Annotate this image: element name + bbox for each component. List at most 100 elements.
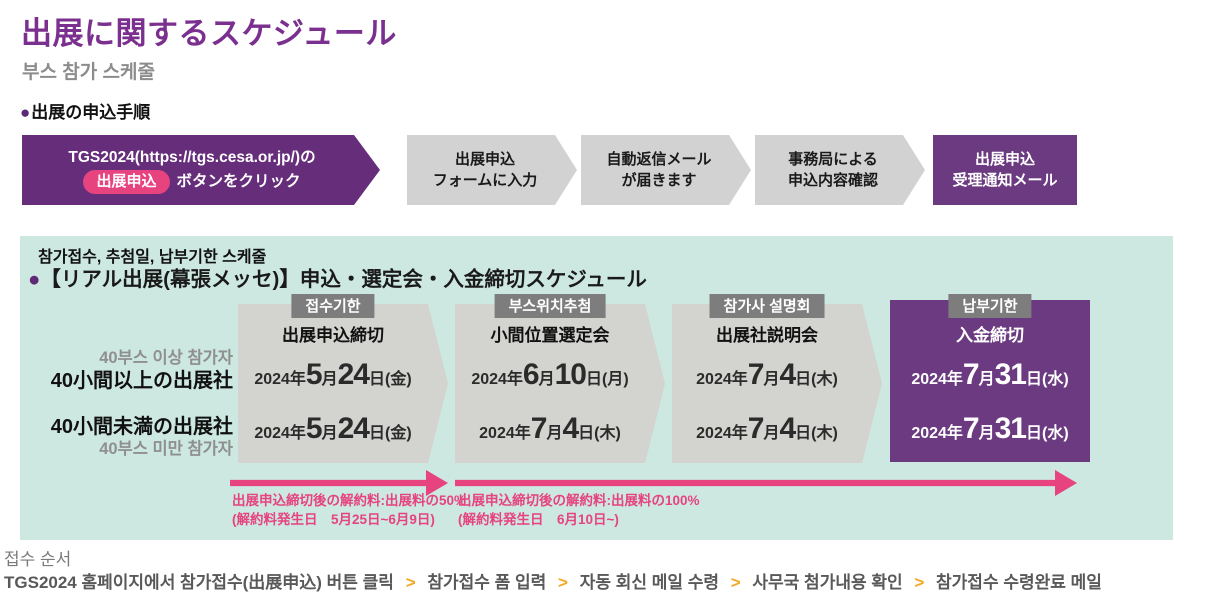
badge-booth-lottery: 부스위치추첨 (494, 294, 606, 318)
flow-step-5: 出展申込 受理通知メール (933, 135, 1077, 205)
date-month: 5 (305, 412, 323, 445)
date-month-unit: 月 (321, 425, 338, 442)
date-month: 7 (962, 358, 980, 391)
date-day: 4 (779, 412, 796, 445)
column-title-exhibitor-briefing: 出展社説明会 (716, 326, 818, 345)
schedule-heading-japanese-text: 【リアル出展(幕張メッセ)】申込・選定会・入金締切スケジュール (40, 268, 647, 291)
bullet-icon: ● (28, 268, 41, 291)
cancellation-note-100-line1: 出展申込締切後の解約料:出展料の100% (458, 493, 700, 508)
date-year: 2024年 (696, 425, 748, 442)
flow-step-1: TGS2024(https://tgs.cesa.or.jp/)の 出展申込 ボ… (22, 135, 380, 205)
bullet-icon: ● (20, 103, 31, 122)
date-month-unit: 月 (978, 371, 995, 388)
flow-step-1-line1: TGS2024(https://tgs.cesa.or.jp/)の (68, 148, 316, 166)
flow-step-5-line1: 出展申込 (974, 151, 1035, 168)
application-procedure-heading: ●出展の申込手順 (20, 98, 150, 123)
flow-step-1-line2-text: ボタンをクリック (176, 173, 301, 190)
date-year: 2024年 (911, 371, 963, 388)
date-day: 31 (994, 358, 1027, 391)
application-procedure-heading-text: 出展の申込手順 (31, 103, 151, 122)
date-month: 6 (522, 358, 540, 391)
flow-step-3-line2: が届きます (621, 172, 697, 189)
date-row1-exhibitor-briefing: 2024年 7 月 4 日(木) (672, 358, 862, 392)
row2-label-korean: 40부스 미만 참가자 (99, 440, 233, 458)
date-day-unit: 日(水) (1026, 371, 1069, 388)
footer-step-5: 참가접수 수령완료 메일 (936, 573, 1102, 592)
date-month-unit: 月 (546, 425, 563, 442)
row1-label-korean: 40부스 이상 참가자 (99, 349, 233, 367)
date-day-unit: 日(水) (1026, 425, 1069, 442)
date-month-unit: 月 (763, 371, 780, 388)
date-year: 2024年 (696, 371, 748, 388)
date-row1-booth-selection: 2024年 6 月 10 日(月) (455, 358, 645, 392)
date-day-unit: 日(金) (369, 425, 412, 442)
date-row2-booth-selection: 2024年 7 月 4 日(木) (455, 412, 645, 446)
date-year: 2024年 (911, 425, 963, 442)
date-day-unit: 日(木) (795, 425, 838, 442)
date-month-unit: 月 (538, 371, 555, 388)
chevron-separator-icon: > (405, 573, 416, 592)
flow-step-2-line1: 出展申込 (454, 151, 515, 168)
footer-step-2: 참가접수 폼 입력 (427, 573, 547, 592)
cancellation-note-100: 出展申込締切後の解約料:出展料の100% (解約料発生日 6月10日~) (458, 491, 700, 529)
date-year: 2024年 (479, 425, 531, 442)
footer-step-4: 사무국 첨가내용 확인 (752, 573, 903, 592)
column-shape-application-deadline (238, 304, 448, 463)
column-title-application-deadline: 出展申込締切 (282, 326, 384, 345)
footer-step-3: 자동 회신 메일 수령 (579, 573, 719, 592)
flow-step-4-line1: 事務局による (788, 151, 878, 168)
date-month-unit: 月 (763, 425, 780, 442)
cancellation-note-50-line1: 出展申込締切後の解約料:出展料の50% (232, 493, 467, 508)
chevron-separator-icon: > (558, 573, 568, 592)
date-month: 7 (530, 412, 548, 445)
date-day: 24 (337, 412, 370, 445)
column-title-booth-selection: 小間位置選定会 (490, 326, 610, 345)
flow-step-1-line2: 出展申込 ボタンをクリック (83, 170, 300, 194)
footer-heading-korean: 접수 순서 (4, 550, 72, 569)
date-day: 31 (994, 412, 1027, 445)
date-month: 5 (305, 358, 323, 391)
date-day: 10 (554, 358, 587, 391)
exhibit-apply-button-graphic: 出展申込 (83, 170, 169, 194)
date-day: 4 (562, 412, 579, 445)
date-month: 7 (747, 412, 765, 445)
date-month-unit: 月 (321, 371, 338, 388)
row2-label-japanese: 40小間未満の出展社 (50, 416, 233, 438)
date-year: 2024年 (254, 371, 306, 388)
column-shape-payment-deadline (890, 300, 1090, 462)
date-year: 2024年 (471, 371, 523, 388)
flow-step-4: 事務局による 申込内容確認 (755, 135, 925, 205)
schedule-heading-korean: 참가접수, 추첨일, 납부기한 스케줄 (38, 249, 267, 266)
date-row2-payment-deadline: 2024年 7 月 31 日(水) (890, 412, 1090, 446)
date-day-unit: 日(月) (586, 371, 629, 388)
flow-step-3-line1: 自動返信メール (606, 151, 712, 168)
badge-exhibitor-briefing: 참가사 설명회 (709, 294, 825, 318)
date-row1-payment-deadline: 2024年 7 月 31 日(水) (890, 358, 1090, 392)
date-month: 7 (962, 412, 980, 445)
cancellation-note-100-line2: (解約料発生日 6月10日~) (458, 512, 619, 527)
date-day: 24 (337, 358, 370, 391)
column-title-payment-deadline: 入金締切 (956, 326, 1024, 345)
date-row2-exhibitor-briefing: 2024年 7 月 4 日(木) (672, 412, 862, 446)
date-month: 7 (747, 358, 765, 391)
cancellation-note-50-line2: (解約料発生日 5月25日~6月9日) (232, 512, 435, 527)
date-day-unit: 日(木) (578, 425, 621, 442)
badge-payment-deadline: 납부기한 (948, 294, 1032, 318)
date-year: 2024年 (254, 425, 306, 442)
flow-step-4-line2: 申込内容確認 (787, 172, 878, 189)
page-subtitle-korean: 부스 참가 스케줄 (22, 62, 155, 83)
cancellation-note-50: 出展申込締切後の解約料:出展料の50% (解約料発生日 5月25日~6月9日) (232, 491, 466, 529)
date-day-unit: 日(金) (369, 371, 412, 388)
date-row2-application-deadline: 2024年 5 月 24 日(金) (238, 412, 428, 446)
flow-step-2: 出展申込 フォームに入力 (407, 135, 577, 205)
date-row1-application-deadline: 2024年 5 月 24 日(金) (238, 358, 428, 392)
flow-step-3: 自動返信メール が届きます (581, 135, 751, 205)
date-day-unit: 日(木) (795, 371, 838, 388)
schedule-panel: 참가접수, 추첨일, 납부기한 스케줄 ●【リアル出展(幕張メッセ)】申込・選定… (20, 236, 1173, 540)
date-day: 4 (779, 358, 796, 391)
column-shape-booth-selection (455, 304, 665, 463)
column-shape-exhibitor-briefing (672, 304, 882, 463)
date-month-unit: 月 (978, 425, 995, 442)
flow-step-2-line2: フォームに入力 (432, 172, 538, 189)
